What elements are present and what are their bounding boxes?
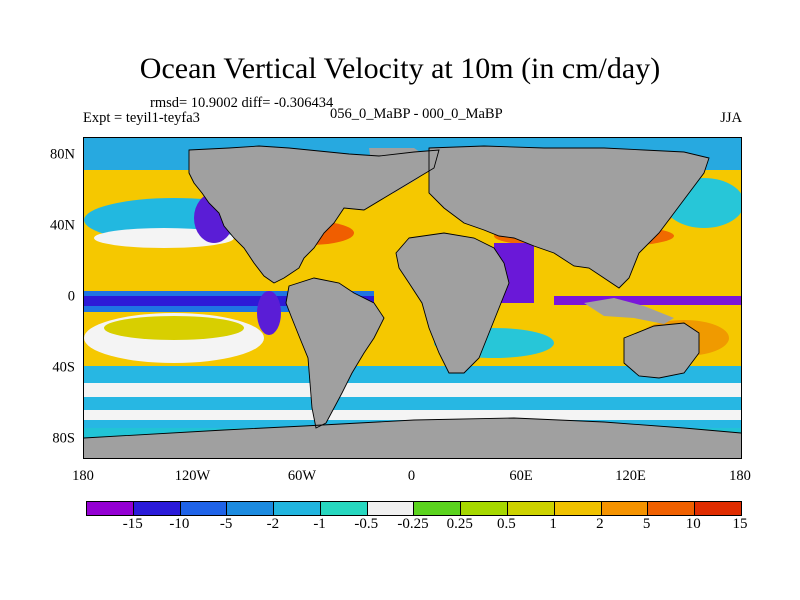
africa-land — [396, 233, 509, 373]
season-label: JJA — [720, 110, 742, 126]
y-tick-label: 40S — [52, 359, 75, 376]
equatorial-pacific-west-band — [554, 296, 741, 305]
equatorial-pacific-band-3 — [84, 306, 374, 312]
y-tick-label: 80N — [50, 146, 75, 163]
colorbar-label: -0.5 — [354, 516, 379, 532]
colorbar-label: 1 — [549, 516, 557, 532]
africa-coast — [395, 232, 510, 374]
map-title: Ocean Vertical Velocity at 10m (in cm/da… — [139, 52, 661, 85]
x-tick-label: 180 — [729, 468, 751, 484]
colorbar-swatch — [87, 502, 134, 515]
equatorial-pacific-band-2 — [84, 291, 374, 296]
southern-white-band — [84, 383, 741, 397]
x-tick-label: 120W — [174, 468, 211, 484]
greenland-land — [369, 148, 429, 193]
y-tick-label: 40N — [50, 217, 75, 234]
colorbar-swatch — [601, 502, 649, 515]
experiment-label: Expt = teyil1-teyfa3 — [83, 110, 200, 126]
colorbar-label: -10 — [169, 516, 190, 532]
colorbar-swatch — [274, 502, 321, 515]
equatorial-pacific-band — [84, 296, 374, 306]
x-tick-label: 60E — [509, 468, 533, 484]
colorbar-swatch — [367, 502, 415, 515]
colorbar-label: 0.25 — [446, 516, 473, 532]
colorbar-label: -5 — [219, 516, 233, 532]
colorbar-label: -0.25 — [397, 516, 429, 532]
peru-current — [257, 291, 281, 335]
x-tick-label: 180 — [72, 468, 94, 484]
colorbar-swatch — [414, 502, 462, 515]
south-pacific-yellow — [104, 316, 244, 340]
colorbar-label: 15 — [732, 516, 748, 532]
colorbar — [86, 501, 742, 516]
stats-text: rmsd= 10.9002 diff= -0.306434 — [150, 95, 334, 111]
y-tick-label: 80S — [52, 430, 75, 447]
x-tick-label: 60W — [287, 468, 317, 484]
antarctica-land — [84, 418, 741, 458]
map-panel — [83, 137, 742, 459]
south-america-land — [286, 278, 384, 428]
colorbar-label: 2 — [596, 516, 604, 532]
period-label: 056_0_MaBP - 000_0_MaBP — [330, 106, 503, 122]
x-tick-label: 120E — [615, 468, 646, 484]
colorbar-swatch — [554, 502, 602, 515]
colorbar-swatch — [227, 502, 275, 515]
x-tick-label: 0 — [407, 468, 416, 484]
coastline-overlay — [84, 145, 741, 439]
colorbar-swatch — [133, 502, 181, 515]
colorbar-label: 5 — [642, 516, 651, 532]
australia-coast — [623, 322, 700, 379]
australia-land — [624, 323, 699, 378]
antarctica-coast — [84, 417, 741, 439]
colorbar-label: 0.5 — [497, 516, 516, 532]
colorbar-label: -2 — [266, 516, 280, 532]
y-tick-label: 0 — [67, 288, 75, 305]
colorbar-swatch — [508, 502, 555, 515]
colorbar-label: -15 — [122, 516, 143, 532]
north-america-land — [189, 146, 439, 283]
colorbar-label: 10 — [685, 516, 701, 532]
colorbar-label: -1 — [313, 516, 326, 532]
eurasia-coast — [428, 145, 710, 289]
southern-white-band-2 — [84, 410, 741, 420]
colorbar-swatch — [320, 502, 368, 515]
colorbar-swatch — [695, 502, 741, 515]
colorbar-swatch — [180, 502, 228, 515]
southeast-asia-land — [584, 298, 674, 324]
colorbar-swatch — [461, 502, 509, 515]
south-america-coast — [285, 277, 385, 429]
map-plot — [84, 138, 741, 458]
north-america-coast — [188, 145, 440, 284]
colorbar-swatch — [648, 502, 696, 515]
